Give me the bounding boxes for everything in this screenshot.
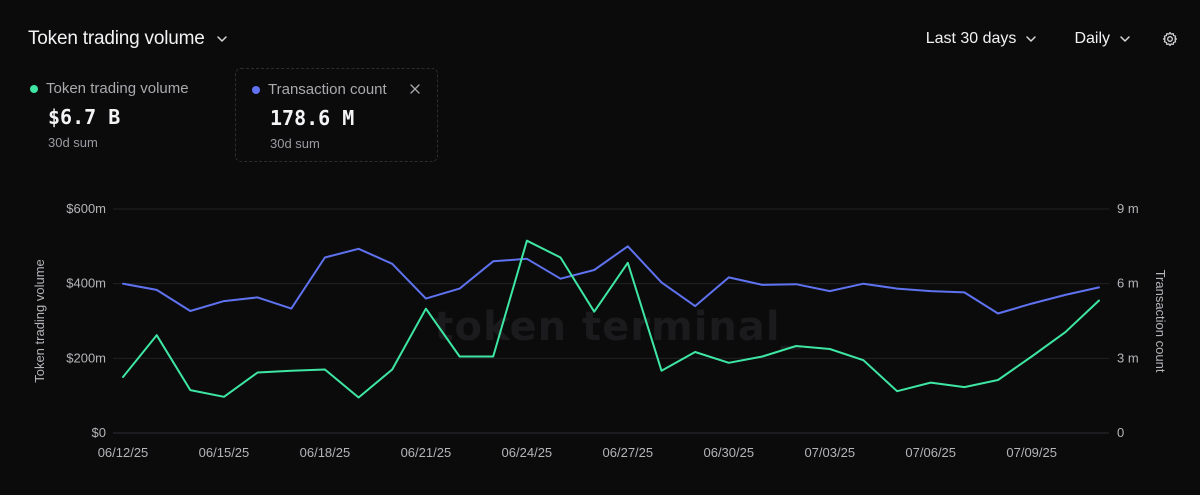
close-icon[interactable] xyxy=(409,83,421,95)
x-tick-label: 07/03/25 xyxy=(804,445,855,460)
x-tick-label: 06/12/25 xyxy=(98,445,149,460)
metric-label: Transaction count xyxy=(268,81,387,98)
series-dot-transactions xyxy=(252,85,260,94)
metric-card-transactions[interactable]: Transaction count 178.6 M 30d sum xyxy=(235,68,438,162)
x-tick-label: 06/27/25 xyxy=(603,445,654,460)
series-line-trading-volume[interactable] xyxy=(122,239,1100,399)
series-dot-volume xyxy=(30,84,38,93)
x-tick-label: 06/24/25 xyxy=(502,445,553,460)
x-tick-label: 07/06/25 xyxy=(905,445,956,460)
metric-card-volume[interactable]: Token trading volume $6.7 B 30d sum xyxy=(22,68,222,162)
y-left-tick-label: $400m xyxy=(66,276,106,291)
metric-value: $6.7 B xyxy=(48,105,121,129)
chevron-down-icon[interactable] xyxy=(215,32,229,46)
watermark: token terminal_ xyxy=(434,304,801,350)
range-label: Last 30 days xyxy=(925,30,1017,47)
chart-header: Token trading volume xyxy=(28,28,229,50)
metric-value: 178.6 M xyxy=(270,106,355,130)
granularity-dropdown[interactable]: Daily xyxy=(1074,30,1132,48)
y-right-tick-label: 0 xyxy=(1117,425,1124,440)
y-right-tick-label: 3 m xyxy=(1117,350,1139,365)
chart-title: Token trading volume xyxy=(28,28,205,49)
x-tick-label: 06/15/25 xyxy=(199,445,250,460)
y-left-tick-label: $600m xyxy=(66,201,106,216)
y-left-tick-label: $200m xyxy=(66,350,106,365)
range-dropdown[interactable]: Last 30 days xyxy=(926,30,1039,48)
metric-label: Token trading volume xyxy=(46,80,189,97)
chart-controls: Last 30 days Daily xyxy=(890,30,1178,48)
granularity-label: Daily xyxy=(1074,30,1110,47)
chevron-down-icon xyxy=(1120,36,1130,42)
series-line-transaction-count[interactable] xyxy=(122,245,1100,315)
metric-subtitle: 30d sum xyxy=(48,135,98,150)
x-tick-label: 07/09/25 xyxy=(1006,445,1057,460)
y-left-tick-label: $0 xyxy=(92,425,106,440)
y-right-tick-label: 6 m xyxy=(1117,276,1139,291)
y-axis-right-title: Transaction count xyxy=(1153,270,1168,373)
metric-subtitle: 30d sum xyxy=(270,136,320,151)
y-axis-left-title: Token trading volume xyxy=(32,259,47,383)
x-tick-label: 06/21/25 xyxy=(401,445,452,460)
x-tick-label: 06/18/25 xyxy=(300,445,351,460)
y-right-tick-label: 9 m xyxy=(1117,201,1139,216)
gear-icon[interactable] xyxy=(1162,31,1178,47)
chevron-down-icon xyxy=(1026,36,1037,42)
x-tick-label: 06/30/25 xyxy=(703,445,754,460)
